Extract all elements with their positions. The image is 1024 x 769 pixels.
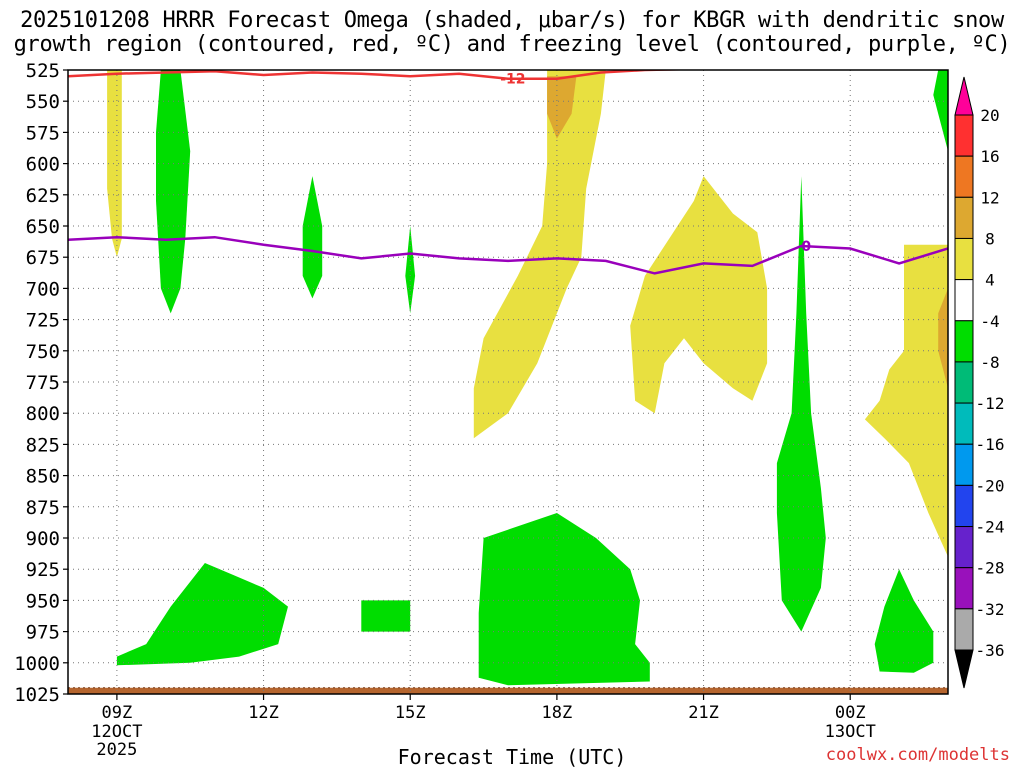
x-tick-year-09Z: 2025 bbox=[96, 740, 137, 760]
colorbar-band-11 bbox=[954, 567, 974, 610]
colorbar-label-11: -28 bbox=[976, 559, 1005, 578]
colorbar-band-2 bbox=[954, 196, 974, 239]
x-tick-label-18Z: 18Z bbox=[542, 703, 573, 723]
colorbar-label-5: -4 bbox=[980, 312, 999, 331]
colorbar-label-13: -36 bbox=[976, 641, 1005, 660]
shaded-regions bbox=[107, 70, 948, 686]
omega-region-0 bbox=[107, 70, 122, 258]
y-tick-label-1000: 1000 bbox=[14, 653, 60, 675]
x-tick-sublabel-00Z: 13OCT bbox=[825, 722, 876, 742]
omega-region-2 bbox=[547, 76, 577, 139]
x-tick-label-12Z: 12Z bbox=[248, 703, 279, 723]
colorbar-label-0: 20 bbox=[980, 106, 999, 125]
colorbar-label-8: -16 bbox=[976, 435, 1005, 454]
colorbar-label-6: -8 bbox=[980, 353, 999, 372]
omega-region-11 bbox=[116, 563, 289, 666]
y-tick-label-850: 850 bbox=[26, 466, 60, 488]
y-tick-label-925: 925 bbox=[26, 559, 60, 581]
colorbar-label-9: -20 bbox=[976, 476, 1005, 495]
contour-label-1: 0 bbox=[801, 239, 811, 255]
omega-region-3 bbox=[630, 176, 768, 414]
colorbar-label-1: 16 bbox=[980, 147, 999, 166]
contour-line-1 bbox=[68, 235, 948, 275]
y-tick-label-600: 600 bbox=[26, 154, 60, 176]
y-tick-label-825: 825 bbox=[26, 434, 60, 456]
colorbar-top-arrow bbox=[954, 76, 974, 116]
chart-title-line-1: 2025101208 HRRR Forecast Omega (shaded, … bbox=[20, 8, 1004, 33]
omega-region-6 bbox=[156, 70, 191, 314]
colorbar-band-8 bbox=[954, 443, 974, 486]
colorbar-band-10 bbox=[954, 526, 974, 569]
omega-region-4 bbox=[864, 244, 948, 557]
colorbar-label-12: -32 bbox=[976, 600, 1005, 619]
colorbar-band-9 bbox=[954, 484, 974, 528]
omega-region-9 bbox=[776, 176, 826, 632]
colorbar-band-12 bbox=[954, 608, 974, 651]
y-axis: 525 550 575 600 625 650 675 700 725 750 775 800 825 8… bbox=[14, 60, 68, 706]
colorbar-band-1 bbox=[954, 155, 974, 198]
grid-lines bbox=[68, 70, 948, 694]
omega-region-5 bbox=[938, 288, 948, 389]
contour-label-0: -12 bbox=[500, 72, 525, 88]
y-tick-label-800: 800 bbox=[26, 403, 60, 425]
y-tick-label-525: 525 bbox=[26, 60, 60, 82]
omega-region-1 bbox=[473, 70, 606, 439]
source-link[interactable]: coolwx.com/modelts bbox=[825, 745, 1010, 765]
x-tick-label-15Z: 15Z bbox=[395, 703, 426, 723]
x-tick-label-09Z: 09Z bbox=[102, 703, 133, 723]
y-tick-label-700: 700 bbox=[26, 278, 60, 300]
y-tick-label-950: 950 bbox=[26, 590, 60, 612]
y-tick-label-725: 725 bbox=[26, 310, 60, 332]
y-tick-label-550: 550 bbox=[26, 91, 60, 113]
y-tick-label-650: 650 bbox=[26, 216, 60, 238]
y-tick-label-1025: 1025 bbox=[14, 684, 60, 706]
contour-line-0 bbox=[68, 70, 704, 80]
contour-lines: -12 0 bbox=[68, 70, 948, 275]
y-tick-label-875: 875 bbox=[26, 497, 60, 519]
omega-region-10 bbox=[933, 70, 948, 152]
chart-title-line-2: growth region (contoured, red, ºC) and f… bbox=[13, 32, 1011, 57]
colorbar-band-6 bbox=[954, 361, 974, 404]
colorbar-label-4: 4 bbox=[985, 271, 995, 290]
colorbar-band-0 bbox=[954, 114, 974, 157]
omega-region-13 bbox=[478, 513, 650, 686]
y-tick-label-625: 625 bbox=[26, 185, 60, 207]
colorbar-label-2: 12 bbox=[980, 188, 999, 207]
x-tick-label-21Z: 21Z bbox=[688, 703, 719, 723]
x-tick-sublabel-09Z: 12OCT bbox=[91, 722, 142, 742]
colorbar-band-7 bbox=[954, 402, 974, 445]
omega-region-14 bbox=[874, 569, 934, 673]
colorbar-band-5 bbox=[954, 320, 974, 363]
y-tick-label-675: 675 bbox=[26, 247, 60, 269]
colorbar-band-3 bbox=[954, 237, 974, 281]
omega-region-7 bbox=[302, 176, 323, 299]
y-tick-label-975: 975 bbox=[26, 622, 60, 644]
colorbar-label-7: -12 bbox=[976, 394, 1005, 413]
colorbar-label-10: -24 bbox=[976, 518, 1005, 537]
colorbar-band-4 bbox=[954, 279, 974, 322]
y-tick-label-900: 900 bbox=[26, 528, 60, 550]
terrain-layer bbox=[68, 687, 948, 694]
y-tick-label-775: 775 bbox=[26, 372, 60, 394]
colorbar-bottom-arrow bbox=[954, 649, 974, 689]
terrain-strip bbox=[68, 687, 948, 694]
y-tick-label-750: 750 bbox=[26, 341, 60, 363]
x-axis-title: Forecast Time (UTC) bbox=[397, 745, 627, 769]
x-tick-label-00Z: 00Z bbox=[835, 703, 866, 723]
omega-region-8 bbox=[405, 226, 416, 314]
omega-region-12 bbox=[361, 600, 411, 632]
colorbar-label-3: 8 bbox=[985, 229, 995, 248]
colorbar: 20 16 12 8 4 -4 -8 -12 -16 -20 -24 -28 -32 -36 bbox=[954, 76, 1005, 689]
y-tick-label-575: 575 bbox=[26, 122, 60, 144]
